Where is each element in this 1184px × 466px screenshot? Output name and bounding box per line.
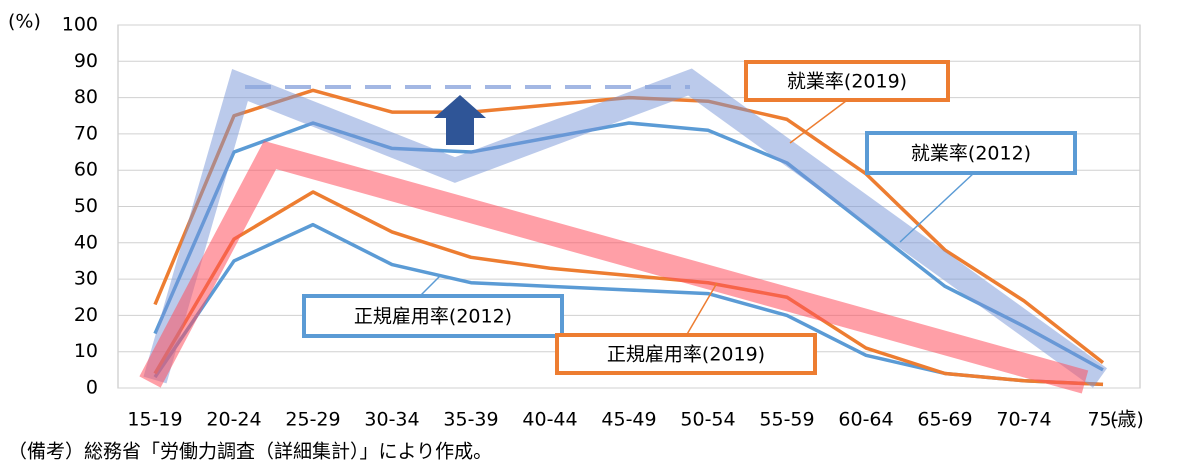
x-tick-label: 50-54: [680, 409, 735, 431]
x-unit: (歳): [1110, 409, 1144, 431]
y-tick-label: 100: [62, 14, 98, 36]
series-line: [153, 190, 1104, 387]
y-tick-label: 70: [74, 122, 98, 144]
callout-box: [865, 131, 1077, 175]
x-tick-label: 60-64: [838, 409, 893, 431]
y-tick-label: 30: [74, 268, 98, 290]
callout-box: [744, 60, 950, 102]
x-tick-label: 40-44: [522, 409, 577, 431]
legend-label: 正規雇用率(2012): [354, 306, 512, 328]
legend-label: 就業率(2019): [787, 71, 907, 93]
legend-label: 正規雇用率(2019): [607, 344, 765, 366]
x-tick-label: 45-49: [601, 409, 656, 431]
highlight-band: [143, 68, 1108, 388]
leader-line: [685, 282, 718, 337]
highlight-band: [139, 140, 1089, 394]
y-unit: (%): [8, 11, 41, 33]
leader-line: [789, 97, 851, 144]
x-tick-label: 55-59: [759, 409, 814, 431]
callouts: 就業率(2019) 就業率(2012) 正規雇用率(2012) 正規雇用率(20…: [302, 60, 1077, 375]
arrow: [434, 95, 486, 145]
leader-line: [899, 171, 976, 243]
x-tick-label: 65-69: [917, 409, 972, 431]
x-tick-label: 75-: [1087, 409, 1118, 431]
y-tick-label: 0: [86, 377, 98, 399]
legend-label: 就業率(2012): [911, 143, 1031, 165]
y-tick-label: 10: [74, 340, 98, 362]
y-tick-label: 40: [74, 231, 98, 253]
highlights: [139, 68, 1108, 394]
callout-box: [302, 294, 564, 338]
y-tick-label: 20: [74, 304, 98, 326]
x-tick-label: 25-29: [285, 409, 340, 431]
x-tick-label: 35-39: [443, 409, 498, 431]
y-tick-label: 90: [74, 50, 98, 72]
x-tick-label: 70-74: [996, 409, 1051, 431]
note: （備考）総務省「労働力調査（詳細集計）」により作成。: [8, 441, 492, 463]
leader-line: [419, 275, 441, 297]
y-tick-label: 50: [74, 195, 98, 217]
y-tick-label: 80: [74, 86, 98, 108]
x-tick-label: 15-19: [127, 409, 182, 431]
x-tick-label: 30-34: [364, 409, 419, 431]
callout-box: [555, 333, 817, 375]
y-tick-label: 60: [74, 159, 98, 181]
x-tick-label: 20-24: [206, 409, 261, 431]
